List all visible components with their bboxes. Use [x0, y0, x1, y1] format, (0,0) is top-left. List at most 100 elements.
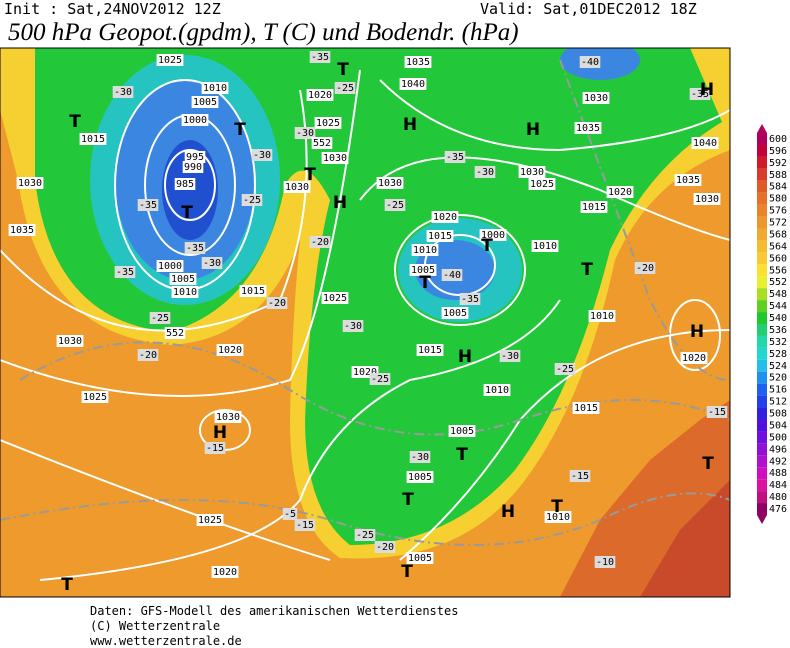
colorbar-swatch — [757, 192, 767, 205]
label-box — [572, 402, 600, 414]
isobar-label: 1030 — [216, 412, 240, 423]
temperature-label: -20 — [636, 263, 654, 274]
pressure-center: T — [551, 497, 563, 517]
label-box — [528, 178, 556, 190]
isobar-label: 1030 — [584, 93, 608, 104]
label-box — [214, 411, 242, 423]
label-box — [531, 240, 559, 252]
label-box — [384, 199, 406, 211]
temperature-label: -30 — [114, 87, 132, 98]
label-box — [588, 310, 616, 322]
pressure-center: H — [526, 120, 540, 140]
colorbar-swatch — [757, 431, 767, 444]
colorbar-swatch — [757, 144, 767, 157]
temperature-label: -20 — [376, 542, 394, 553]
label-box — [309, 236, 331, 248]
isobar-label: 1025 — [83, 392, 107, 403]
isobar-label: 1020 — [353, 367, 377, 378]
isobar-label: 1020 — [682, 353, 706, 364]
isobar-label: 1010 — [173, 287, 197, 298]
isobar-label: 1010 — [203, 83, 227, 94]
colorbar-swatch — [757, 228, 767, 241]
pressure-center: T — [581, 260, 593, 280]
isobar-label: 1030 — [285, 182, 309, 193]
pressure-center: H — [333, 193, 347, 213]
colorbar-label: 508 — [769, 409, 787, 420]
colorbar-swatch — [757, 264, 767, 277]
label-box — [169, 273, 197, 285]
label-box — [554, 363, 576, 375]
temperature-label: -15 — [296, 520, 314, 531]
colorbar-swatch — [757, 252, 767, 265]
label-box — [204, 442, 226, 454]
isobar-label: 990 — [184, 162, 202, 173]
isobar-label: 1030 — [18, 178, 42, 189]
colorbar-label: 484 — [769, 480, 787, 491]
isobar-label: 1020 — [608, 187, 632, 198]
label-box — [137, 199, 159, 211]
map-frame — [0, 47, 731, 598]
colorbar-swatch — [757, 216, 767, 229]
label-box — [409, 451, 431, 463]
pressure-center: T — [402, 490, 414, 510]
label-box — [416, 344, 444, 356]
footer-url: www.wetterzentrale.de — [90, 634, 242, 648]
colorbar: 6005965925885845805765725685645605565525… — [757, 124, 787, 524]
isobar-label: 1025 — [530, 179, 554, 190]
colorbar-swatch — [757, 467, 767, 480]
label-box — [409, 264, 437, 276]
pressure-center: T — [304, 165, 316, 185]
colorbar-swatch — [757, 479, 767, 492]
temperature-label: -35 — [139, 200, 157, 211]
label-box — [266, 297, 288, 309]
map-title: 500 hPa Geopot.(gpdm), T (C) und Bodendr… — [8, 19, 519, 46]
label-box — [112, 86, 134, 98]
label-box — [544, 511, 572, 523]
isobar-label: 1040 — [693, 138, 717, 149]
label-box — [441, 307, 469, 319]
colorbar-swatch — [757, 395, 767, 408]
label-box — [182, 161, 204, 173]
colorbar-label: 552 — [769, 277, 787, 288]
isobar-label: 1005 — [408, 553, 432, 564]
isobar-label: 1035 — [406, 57, 430, 68]
colorbar-swatch — [757, 288, 767, 301]
colorbar-label: 532 — [769, 337, 787, 348]
colorbar-label: 480 — [769, 492, 787, 503]
isobar-label: 1030 — [378, 178, 402, 189]
temperature-label: -35 — [461, 294, 479, 305]
temperature-label: -15 — [206, 443, 224, 454]
colorbar-swatch — [757, 503, 767, 515]
label-box — [594, 556, 616, 568]
colorbar-label: 572 — [769, 218, 787, 229]
temperature-label: -25 — [556, 364, 574, 375]
colorbar-swatch — [757, 324, 767, 336]
label-box — [580, 201, 608, 213]
label-box — [441, 269, 463, 281]
pressure-center: H — [501, 502, 515, 522]
label-box — [251, 149, 273, 161]
isobar-label: 1020 — [433, 212, 457, 223]
isobar-label: 1005 — [193, 97, 217, 108]
label-box — [569, 470, 591, 482]
colorbar-swatch — [757, 300, 767, 313]
isobar-label: 1020 — [218, 345, 242, 356]
label-box — [334, 82, 356, 94]
isobar-label: 552 — [166, 328, 184, 339]
label-box — [211, 566, 239, 578]
label-box — [239, 285, 267, 297]
isobar-label: 985 — [176, 179, 194, 190]
pressure-center: T — [234, 120, 246, 140]
label-box — [174, 178, 196, 190]
colorbar-label: 568 — [769, 229, 787, 240]
label-box — [156, 260, 184, 272]
colorbar-label: 536 — [769, 325, 787, 336]
temperature-label: -35 — [116, 267, 134, 278]
label-box — [149, 312, 171, 324]
label-box — [634, 262, 656, 274]
colorbar-swatch — [757, 133, 767, 145]
label-box — [374, 541, 396, 553]
colorbar-swatch — [757, 312, 767, 324]
isobar-label: 1010 — [533, 241, 557, 252]
